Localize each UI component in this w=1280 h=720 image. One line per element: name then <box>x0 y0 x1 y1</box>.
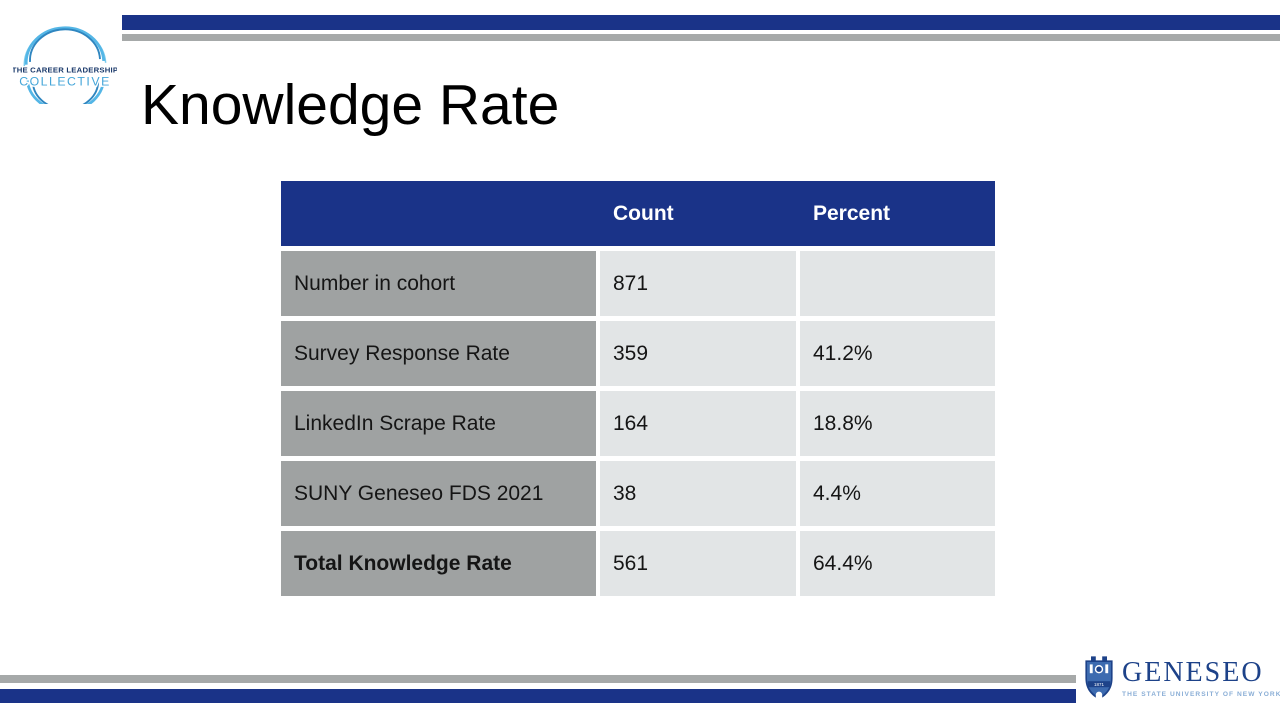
geneseo-castle-icon: 1871 <box>1085 656 1113 700</box>
page-title: Knowledge Rate <box>141 73 560 137</box>
header-cell-percent: Percent <box>813 201 891 225</box>
row-count: 871 <box>600 251 796 316</box>
row-label: LinkedIn Scrape Rate <box>281 391 596 456</box>
table-row: LinkedIn Scrape Rate 164 18.8% <box>281 391 995 456</box>
row-label: Number in cohort <box>281 251 596 316</box>
geneseo-year: 1871 <box>1094 682 1104 687</box>
knowledge-rate-table: Count Percent Number in cohort 871 Surve… <box>281 181 995 601</box>
row-percent: 4.4% <box>800 461 995 526</box>
geneseo-tagline: THE STATE UNIVERSITY OF NEW YORK <box>1122 690 1280 698</box>
geneseo-text-block: GENESEO THE STATE UNIVERSITY OF NEW YORK <box>1122 656 1280 698</box>
clc-circle-icon: THE CAREER LEADERSHIP COLLECTIVE <box>10 26 119 113</box>
table-row: Number in cohort 871 <box>281 251 995 316</box>
row-percent: 64.4% <box>800 531 995 596</box>
row-count: 164 <box>600 391 796 456</box>
table-row-total: Total Knowledge Rate 561 64.4% <box>281 531 995 596</box>
top-blue-accent-bar <box>122 15 1280 30</box>
top-gray-accent-bar <box>122 34 1280 41</box>
row-label: Survey Response Rate <box>281 321 596 386</box>
row-percent <box>800 251 995 316</box>
career-leadership-collective-logo: THE CAREER LEADERSHIP COLLECTIVE <box>10 16 119 113</box>
geneseo-wordmark: GENESEO <box>1122 656 1264 688</box>
bottom-blue-accent-bar <box>0 689 1078 703</box>
row-percent: 18.8% <box>800 391 995 456</box>
geneseo-logo: 1871 GENESEO THE STATE UNIVERSITY OF NEW… <box>1076 643 1280 713</box>
table-header-row: Count Percent <box>281 181 995 246</box>
row-label: Total Knowledge Rate <box>281 531 596 596</box>
header-cell-count: Count <box>613 201 674 225</box>
bottom-gray-accent-bar <box>0 675 1078 683</box>
row-percent: 41.2% <box>800 321 995 386</box>
row-count: 359 <box>600 321 796 386</box>
table-row: SUNY Geneseo FDS 2021 38 4.4% <box>281 461 995 526</box>
row-count: 561 <box>600 531 796 596</box>
row-count: 38 <box>600 461 796 526</box>
clc-logo-line1: THE CAREER LEADERSHIP <box>13 65 117 74</box>
clc-logo-line2: COLLECTIVE <box>19 75 111 89</box>
table-row: Survey Response Rate 359 41.2% <box>281 321 995 386</box>
row-label: SUNY Geneseo FDS 2021 <box>281 461 596 526</box>
